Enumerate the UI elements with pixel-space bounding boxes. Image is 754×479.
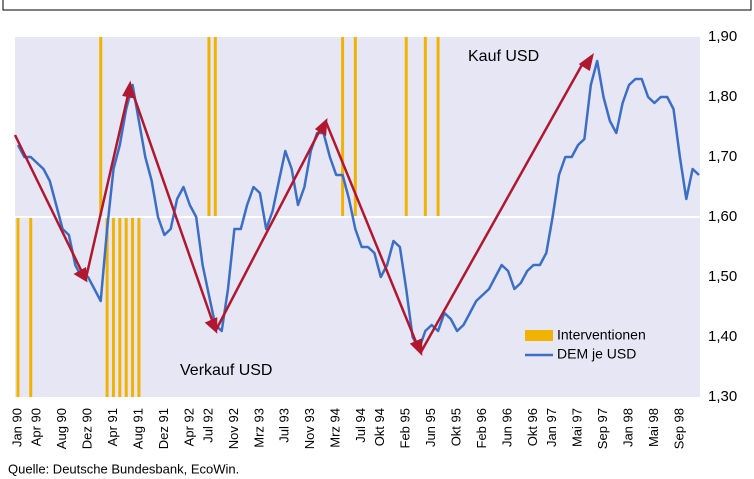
legend: Interventionen DEM je USD (525, 327, 646, 362)
x-tick-label: Mrz 93 (251, 408, 266, 448)
annotation: Verkauf USD (180, 362, 272, 379)
x-tick-label: Okt 96 (525, 408, 540, 446)
x-tick-label: Feb 95 (398, 408, 413, 448)
intervention-bar (423, 37, 427, 217)
x-tick-label: Apr 92 (181, 408, 196, 446)
intervention-bar (137, 217, 141, 397)
arrow (324, 121, 418, 343)
intervention-bar (436, 37, 440, 217)
intervention-bar (111, 217, 115, 397)
x-tick-label: Nov 92 (226, 408, 241, 449)
intervention-bar (105, 217, 109, 397)
x-tick-label: Okt 94 (372, 408, 387, 446)
x-tick-label: Jul 92 (200, 408, 215, 443)
arrow (214, 129, 322, 331)
y-tick-label: 1,40 (708, 328, 737, 345)
arrow-head (578, 53, 594, 71)
x-tick-label: Apr 91 (105, 408, 120, 446)
intervention-bar (207, 37, 211, 217)
x-tick-label: Feb 96 (474, 408, 489, 448)
intervention-bar (99, 37, 103, 217)
arrow-head (204, 317, 218, 334)
x-tick-label: Mai 97 (570, 408, 585, 447)
arrow (419, 62, 585, 353)
y-tick-label: 1,90 (708, 28, 737, 45)
legend-swatch (525, 330, 553, 341)
legend-label: Interventionen (557, 327, 646, 343)
x-tick-label: Sep 97 (595, 408, 610, 449)
arrow-head (314, 118, 328, 137)
arrow (84, 94, 130, 279)
arrow-head (409, 338, 423, 357)
x-tick-label: Jan 97 (544, 408, 559, 447)
x-tick-label: Dez 91 (156, 408, 171, 449)
legend-label: DEM je USD (557, 346, 636, 362)
intervention-bar (213, 37, 217, 217)
arrow (13, 134, 83, 271)
arrow (128, 84, 214, 321)
x-tick-label: Nov 93 (302, 408, 317, 449)
frame (2, 0, 752, 11)
trend-arrows (13, 53, 594, 357)
annotation: Kauf USD (468, 48, 539, 65)
x-tick-label: Dez 90 (79, 408, 94, 449)
x-tick-label: Jul 93 (277, 408, 292, 443)
y-tick-label: 1,30 (708, 388, 737, 405)
x-tick-label: Sep 98 (671, 408, 686, 449)
arrow-head (73, 266, 88, 283)
intervention-bar (353, 37, 357, 217)
intervention-bar (118, 217, 122, 397)
x-tick-label: Jan 90 (9, 408, 24, 447)
x-tick-label: Okt 95 (449, 408, 464, 446)
intervention-bar (404, 37, 408, 217)
y-tick-label: 1,50 (708, 268, 737, 285)
y-tick-label: 1,60 (708, 208, 737, 225)
x-tick-label: Mai 98 (646, 408, 661, 447)
x-tick-label: Jan 98 (620, 408, 635, 447)
x-tick-label: Jun 95 (423, 408, 438, 447)
x-tick-label: Jun 96 (500, 408, 515, 447)
x-tick-label: Aug 90 (54, 408, 69, 449)
x-tick-label: Jul 94 (353, 408, 368, 443)
intervention-bar (29, 217, 33, 397)
x-tick-label: Aug 91 (130, 408, 145, 449)
x-tick-label: Mrz 94 (328, 408, 343, 448)
intervention-bar (16, 217, 20, 397)
x-tick-label: Apr 90 (29, 408, 44, 446)
y-tick-label: 1,70 (708, 148, 737, 165)
y-tick-label: 1,80 (708, 88, 737, 105)
intervention-bar (131, 217, 135, 397)
intervention-bar (124, 217, 128, 397)
source-note: Quelle: Deutsche Bundesbank, EcoWin. (8, 461, 239, 476)
intervention-bar (341, 37, 345, 217)
